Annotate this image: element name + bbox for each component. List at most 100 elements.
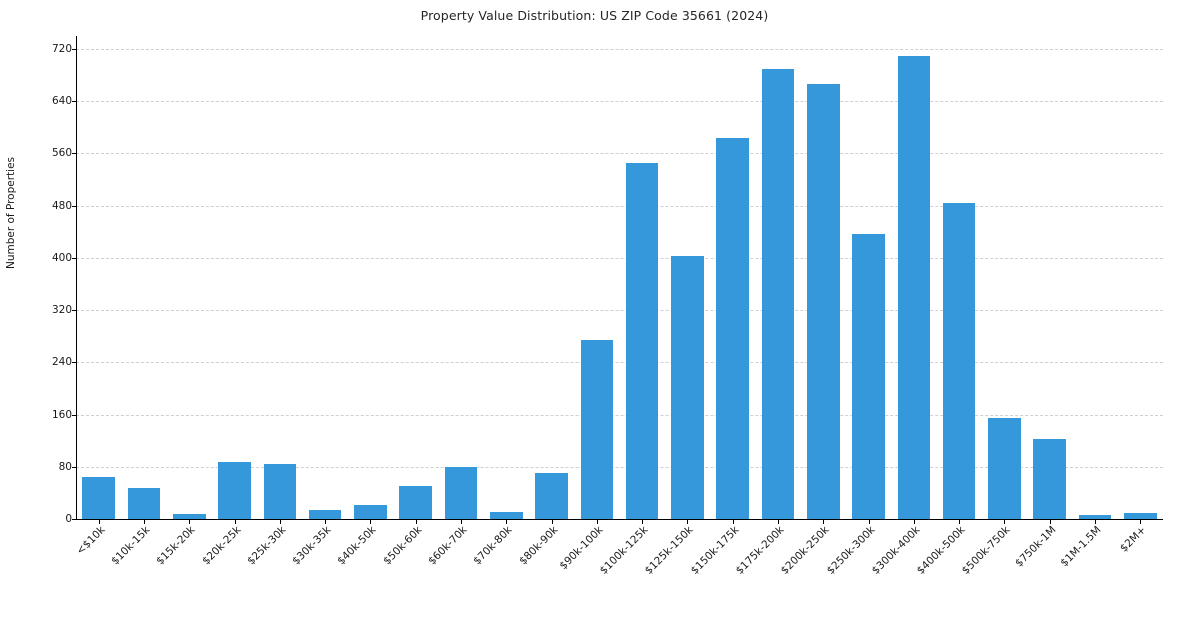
bar — [897, 55, 931, 519]
bar — [489, 512, 523, 519]
x-axis-tick-mark — [279, 519, 281, 524]
x-axis-tick-mark — [913, 519, 915, 524]
bar — [761, 68, 795, 519]
x-axis-tick-mark — [823, 519, 825, 524]
x-axis-tick-label: $90k-100k — [557, 524, 606, 573]
x-axis-tick-mark — [1140, 519, 1142, 524]
bar — [535, 473, 568, 519]
y-axis-tick-label: 80 — [58, 460, 72, 473]
y-axis-tick-label: 720 — [51, 43, 72, 56]
x-axis-tick-label: $400k-500k — [914, 524, 968, 577]
x-axis-tick-mark — [732, 519, 734, 524]
x-axis-tick-mark — [551, 519, 553, 524]
x-axis-tick-label: $80k-90k — [516, 524, 561, 568]
bar — [988, 417, 1021, 519]
y-axis-line — [76, 36, 77, 519]
x-axis-tick-label: $750k-1M — [1012, 524, 1059, 570]
x-axis-tick-label: $500k-750k — [960, 524, 1013, 577]
bar — [852, 233, 885, 519]
bar — [263, 463, 297, 519]
x-axis-tick-label: $150k-175k — [688, 524, 742, 577]
y-axis-tick-mark — [72, 257, 76, 259]
x-axis-tick-mark — [868, 519, 870, 524]
x-axis-tick-label: $30k-35k — [290, 524, 334, 568]
y-axis-tick-label: 480 — [51, 199, 72, 212]
x-axis-tick-mark — [415, 519, 417, 524]
x-axis-tick-label: $1M-1.5M — [1058, 524, 1104, 570]
bar — [625, 162, 659, 519]
x-axis-tick-mark — [959, 519, 961, 524]
x-axis-tick-label: $25k-30k — [244, 524, 289, 568]
y-axis-tick-mark — [72, 362, 76, 364]
x-axis-tick-mark — [370, 519, 372, 524]
gridline — [76, 310, 1163, 312]
y-axis-tick-mark — [72, 101, 76, 103]
bar — [172, 514, 206, 519]
x-axis-tick-label: $40k-50k — [335, 524, 379, 568]
y-axis-tick-marks — [72, 36, 78, 520]
y-axis-tick-label: 560 — [51, 147, 72, 160]
x-axis-tick-mark — [98, 519, 100, 524]
bar — [444, 467, 478, 519]
y-axis-tick-label: 400 — [51, 251, 72, 264]
x-axis-tick-mark — [687, 519, 689, 524]
x-axis-tick-label: $175k-200k — [733, 524, 787, 577]
bar — [807, 83, 840, 519]
bar — [671, 255, 704, 519]
bar — [308, 509, 342, 519]
y-axis-tick-mark — [72, 519, 76, 520]
gridline — [76, 49, 1163, 51]
y-axis-tick-label: 240 — [51, 356, 72, 369]
x-axis-tick-mark — [143, 519, 145, 524]
x-axis-tick-label: <$10k — [73, 524, 108, 558]
x-axis-tick-mark — [506, 519, 508, 524]
bar — [1033, 439, 1067, 519]
gridline — [76, 362, 1163, 364]
x-axis-tick-mark — [189, 519, 191, 524]
x-axis-tick-label: $200k-250k — [778, 524, 832, 577]
bar — [716, 137, 750, 519]
bar — [354, 505, 387, 519]
x-axis-tick-label: $60k-70k — [426, 524, 470, 568]
x-axis-tick-label: $125k-150k — [643, 524, 696, 577]
y-axis-tick-mark — [72, 49, 76, 51]
x-axis-tick-label: $100k-125k — [597, 524, 651, 577]
bar — [399, 486, 432, 519]
x-axis-tick-mark — [1095, 519, 1097, 524]
x-axis-tick-label: $20k-25k — [199, 524, 244, 568]
x-axis-tick-label: $250k-300k — [824, 524, 878, 577]
bar — [218, 461, 251, 519]
y-axis-tick-mark — [72, 414, 76, 416]
gridline — [76, 153, 1163, 155]
x-axis-tick-marks — [76, 519, 1163, 524]
bar — [127, 487, 161, 519]
bar — [82, 476, 115, 519]
chart-title: Property Value Distribution: US ZIP Code… — [420, 8, 769, 23]
x-axis-tick-mark — [460, 519, 462, 524]
x-axis-tick-mark — [596, 519, 598, 524]
x-axis-tick-labels: <$10k $10k-15k $15k-20k $20k-25k $25k-30k $30… — [74, 524, 1163, 590]
y-axis-tick-label: 320 — [51, 304, 72, 317]
y-axis-tick-label: 0 — [65, 513, 72, 525]
gridline — [76, 414, 1163, 416]
y-axis-tick-mark — [72, 466, 76, 468]
y-axis-tick-label: 160 — [51, 408, 72, 421]
gridline — [76, 205, 1163, 207]
x-axis-tick-label: $50k-60k — [380, 524, 425, 568]
x-axis-tick-mark — [642, 519, 644, 524]
bar — [580, 339, 614, 519]
x-axis-tick-label: $15k-20k — [154, 524, 198, 568]
y-axis-tick-label: 640 — [51, 95, 72, 108]
bar — [1078, 515, 1112, 519]
x-axis-line — [76, 519, 1163, 520]
x-axis-tick-label: $300k-400k — [869, 524, 923, 577]
gridline — [76, 257, 1163, 259]
y-axis-tick-mark — [72, 310, 76, 312]
x-axis-tick-mark — [778, 519, 780, 524]
bar — [1124, 513, 1157, 519]
bar — [942, 203, 976, 519]
plot-area — [76, 36, 1163, 520]
chart-figure: Property Value Distribution: US ZIP Code… — [5, 8, 1163, 590]
x-axis-tick-mark — [234, 519, 236, 524]
x-axis-tick-label: $2M+ — [1118, 524, 1149, 555]
